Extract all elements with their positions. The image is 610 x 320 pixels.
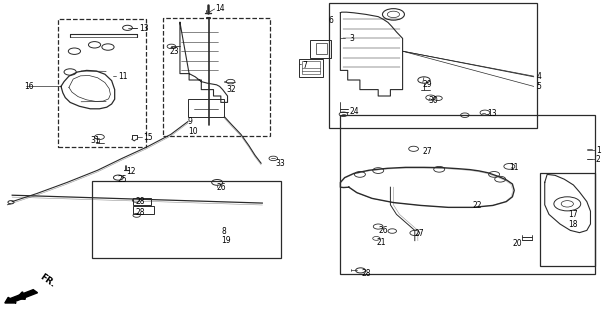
Bar xyxy=(310,40,331,58)
Text: 29: 29 xyxy=(423,80,432,89)
Text: 23: 23 xyxy=(170,47,179,56)
Text: 6: 6 xyxy=(328,16,333,25)
Text: 11: 11 xyxy=(118,72,127,81)
Text: 32: 32 xyxy=(226,85,236,94)
Text: 26: 26 xyxy=(217,183,226,192)
Text: 1: 1 xyxy=(596,146,601,155)
Text: 26: 26 xyxy=(378,226,388,235)
Text: 33: 33 xyxy=(276,159,285,168)
Text: 28: 28 xyxy=(135,197,145,206)
Bar xyxy=(302,61,320,74)
Bar xyxy=(340,115,595,274)
Text: 22: 22 xyxy=(473,201,483,210)
Text: 7: 7 xyxy=(302,61,307,70)
Text: 3: 3 xyxy=(349,34,354,43)
Text: 21: 21 xyxy=(376,238,386,247)
Bar xyxy=(188,99,224,117)
Text: 18: 18 xyxy=(569,220,578,229)
Bar xyxy=(299,59,323,77)
Text: 13: 13 xyxy=(139,24,149,33)
Text: 28: 28 xyxy=(362,269,371,278)
Text: 16: 16 xyxy=(24,82,34,91)
Bar xyxy=(133,206,154,214)
FancyArrow shape xyxy=(5,290,38,303)
Text: 20: 20 xyxy=(512,239,522,248)
Text: 13: 13 xyxy=(487,109,497,118)
Text: 30: 30 xyxy=(429,96,439,105)
Bar xyxy=(540,173,595,266)
Text: 2: 2 xyxy=(596,156,601,164)
Text: 24: 24 xyxy=(350,108,359,116)
Text: 8: 8 xyxy=(221,228,226,236)
Text: 17: 17 xyxy=(569,210,578,219)
Text: 12: 12 xyxy=(126,167,136,176)
Text: 9: 9 xyxy=(188,117,193,126)
Text: 14: 14 xyxy=(215,4,225,13)
Text: 28: 28 xyxy=(135,208,145,217)
Bar xyxy=(58,19,146,147)
Text: 27: 27 xyxy=(423,148,432,156)
Text: 15: 15 xyxy=(143,133,152,142)
Bar xyxy=(163,18,270,136)
Text: 5: 5 xyxy=(537,82,542,91)
Text: 31: 31 xyxy=(90,136,100,145)
Text: 25: 25 xyxy=(117,175,127,184)
Bar xyxy=(316,43,327,54)
Text: FR.: FR. xyxy=(38,272,57,289)
Text: 19: 19 xyxy=(221,236,231,245)
Bar xyxy=(133,198,151,205)
Bar xyxy=(329,3,537,128)
Text: 27: 27 xyxy=(415,229,425,238)
Bar xyxy=(92,181,281,258)
Text: 4: 4 xyxy=(537,72,542,81)
Text: 10: 10 xyxy=(188,127,198,136)
Text: 11: 11 xyxy=(509,164,519,172)
